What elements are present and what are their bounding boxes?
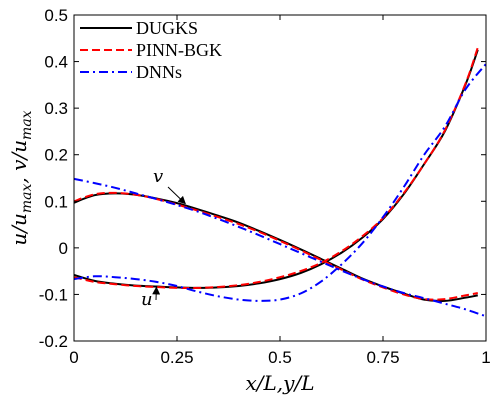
ticks-layer: 0 0.25 0.5 0.75 1 -0.2 -0.1 0 0.1 0.2 0.3 0.4 0.5 <box>39 6 491 367</box>
annotation-layer: vu <box>141 166 186 310</box>
y-tick-label: 0.2 <box>44 146 68 165</box>
legend-label: PINN-BGK <box>136 40 222 60</box>
x-tick-label: 1 <box>481 348 490 367</box>
x-tick-label: 0 <box>69 348 78 367</box>
y-tick-label: 0.4 <box>44 53 68 72</box>
y-tick-label: 0.5 <box>44 6 68 25</box>
y-tick-label: -0.1 <box>39 285 68 304</box>
annotation-label-u: u <box>141 289 153 310</box>
x-tick-label: 0.25 <box>160 348 193 367</box>
legend-label: DNNs <box>136 62 182 82</box>
y-tick-label: -0.2 <box>39 332 68 351</box>
x-tick-label: 0.75 <box>366 348 399 367</box>
y-tick-label: 0.1 <box>44 192 68 211</box>
y-tick-label: 0.3 <box>44 99 68 118</box>
series-line-pinn-bgk-u <box>73 47 479 290</box>
series-line-dnns-v <box>73 177 487 318</box>
y-tick-label: 0 <box>59 239 68 258</box>
x-tick-label: 0.5 <box>268 348 292 367</box>
annotation-label-v: v <box>153 166 163 187</box>
x-axis-title: x/L,y/L <box>246 371 315 395</box>
y-axis-title: u/umax, v/umax <box>7 110 35 245</box>
series-line-pinn-bgk-v <box>73 191 478 301</box>
annotation-arrow-v <box>167 186 186 205</box>
legend-label: DUGKS <box>136 18 198 38</box>
series-layer <box>73 47 487 318</box>
series-line-dnns-u <box>73 63 487 302</box>
